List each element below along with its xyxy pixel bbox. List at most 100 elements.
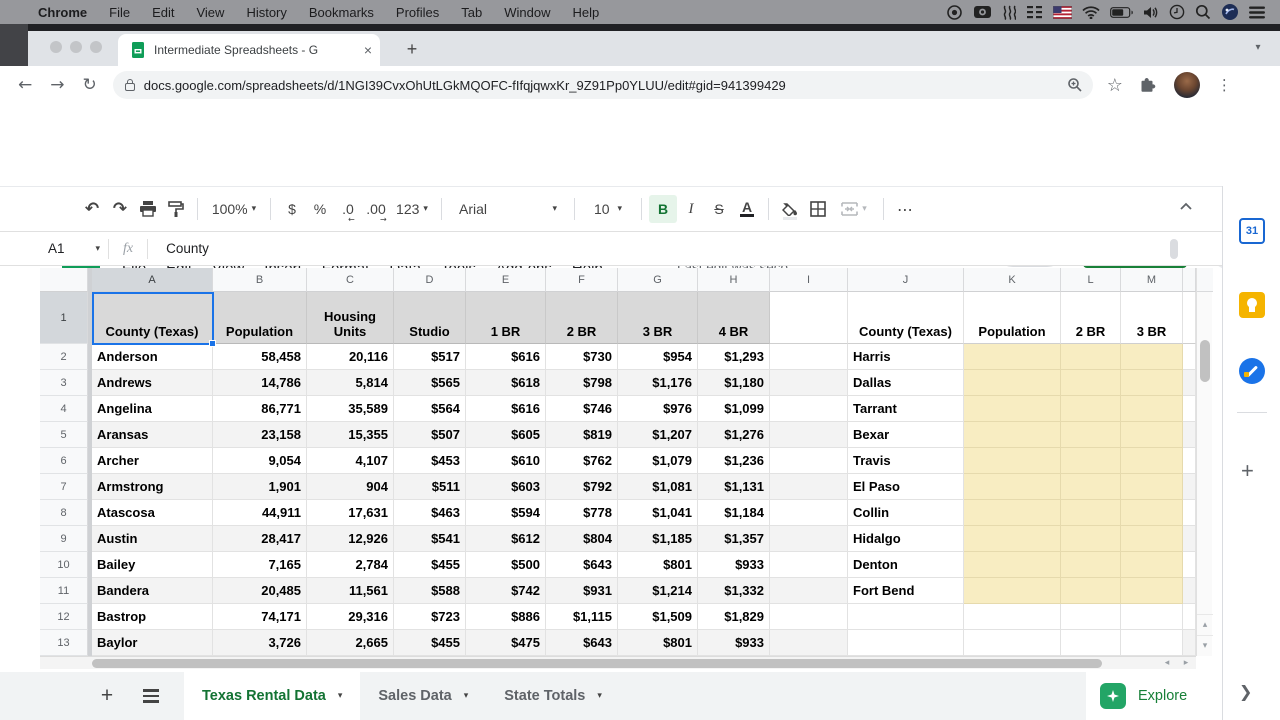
cell-sliver-1[interactable] bbox=[1183, 292, 1196, 344]
shortcuts-icon[interactable] bbox=[1002, 5, 1016, 20]
cell-K7[interactable] bbox=[964, 474, 1061, 500]
cell-I10[interactable] bbox=[770, 552, 848, 578]
row-header-10[interactable]: 10 bbox=[40, 552, 88, 578]
cell-K12[interactable] bbox=[964, 604, 1061, 630]
menubar-item-history[interactable]: History bbox=[246, 4, 287, 20]
sheet-tab-menu-icon[interactable]: ▾ bbox=[337, 691, 343, 701]
row-header-2[interactable]: 2 bbox=[40, 344, 88, 370]
cell-G6[interactable]: $1,079 bbox=[618, 448, 698, 474]
cell-B6[interactable]: 9,054 bbox=[213, 448, 307, 474]
cell-C5[interactable]: 15,355 bbox=[307, 422, 394, 448]
scroll-up-button[interactable]: ▴ bbox=[1197, 614, 1213, 635]
calendar-icon[interactable]: 31 bbox=[1239, 218, 1265, 244]
cell-A9[interactable]: Austin bbox=[92, 526, 213, 552]
zoom-select[interactable]: 100% ▾ bbox=[211, 201, 257, 217]
cell-E13[interactable]: $475 bbox=[466, 630, 546, 656]
cell-E4[interactable]: $616 bbox=[466, 396, 546, 422]
forward-button[interactable]: → bbox=[50, 75, 65, 95]
cell-I2[interactable] bbox=[770, 344, 848, 370]
cell-J7[interactable]: El Paso bbox=[848, 474, 964, 500]
sheet-tab-menu-icon[interactable]: ▾ bbox=[463, 691, 469, 701]
sheet-tab-texas-rental-data[interactable]: Texas Rental Data ▾ bbox=[184, 672, 361, 720]
address-bar[interactable]: docs.google.com/spreadsheets/d/1NGI39Cvx… bbox=[112, 71, 1093, 99]
cell-I11[interactable] bbox=[770, 578, 848, 604]
cell-sliver-2[interactable] bbox=[1183, 344, 1196, 370]
browser-profile-avatar[interactable] bbox=[1173, 72, 1200, 98]
menubar-item-profiles[interactable]: Profiles bbox=[395, 4, 440, 20]
cell-G8[interactable]: $1,041 bbox=[618, 500, 698, 526]
cell-F7[interactable]: $792 bbox=[546, 474, 618, 500]
screen-mirror-icon[interactable] bbox=[973, 5, 992, 19]
cell-J2[interactable]: Harris bbox=[848, 344, 964, 370]
cell-sliver-12[interactable] bbox=[1183, 604, 1196, 630]
column-header-C[interactable]: C bbox=[307, 268, 394, 292]
cell-L9[interactable] bbox=[1061, 526, 1121, 552]
font-select[interactable]: Arial ▾ bbox=[459, 201, 557, 217]
browser-tab[interactable]: Intermediate Spreadsheets - G × bbox=[118, 34, 380, 66]
cell-A5[interactable]: Aransas bbox=[92, 422, 213, 448]
cell-D4[interactable]: $564 bbox=[394, 396, 466, 422]
cell-M12[interactable] bbox=[1121, 604, 1183, 630]
lock-icon[interactable] bbox=[124, 78, 135, 91]
cell-J8[interactable]: Collin bbox=[848, 500, 964, 526]
cell-K9[interactable] bbox=[964, 526, 1061, 552]
strikethrough-button[interactable]: S bbox=[714, 201, 724, 217]
column-header-F[interactable]: F bbox=[546, 268, 618, 292]
cell-E7[interactable]: $603 bbox=[466, 474, 546, 500]
increase-decimal-button[interactable]: .00 → bbox=[366, 201, 387, 224]
column-header-D[interactable]: D bbox=[394, 268, 466, 292]
cell-C1[interactable]: Housing Units bbox=[307, 292, 394, 344]
cell-H13[interactable]: $933 bbox=[698, 630, 770, 656]
hide-menus-chevron-icon[interactable] bbox=[1178, 199, 1194, 215]
cell-L10[interactable] bbox=[1061, 552, 1121, 578]
cell-L11[interactable] bbox=[1061, 578, 1121, 604]
all-sheets-menu-icon[interactable] bbox=[136, 689, 166, 703]
row-header-1[interactable]: 1 bbox=[40, 292, 88, 344]
tab-search-icon[interactable]: ▾ bbox=[1255, 42, 1261, 53]
cell-L8[interactable] bbox=[1061, 500, 1121, 526]
cell-A12[interactable]: Bastrop bbox=[92, 604, 213, 630]
cell-H11[interactable]: $1,332 bbox=[698, 578, 770, 604]
record-icon[interactable] bbox=[946, 4, 963, 21]
cell-A10[interactable]: Bailey bbox=[92, 552, 213, 578]
cell-I6[interactable] bbox=[770, 448, 848, 474]
fill-color-button[interactable] bbox=[776, 195, 804, 223]
column-header-L[interactable]: L bbox=[1061, 268, 1121, 292]
format-currency-button[interactable]: $ bbox=[288, 201, 296, 217]
cell-M5[interactable] bbox=[1121, 422, 1183, 448]
explore-icon[interactable] bbox=[1100, 683, 1126, 709]
cell-B1[interactable]: Population bbox=[213, 292, 307, 344]
cell-sliver-5[interactable] bbox=[1183, 422, 1196, 448]
cell-C13[interactable]: 2,665 bbox=[307, 630, 394, 656]
cell-B7[interactable]: 1,901 bbox=[213, 474, 307, 500]
cell-H7[interactable]: $1,131 bbox=[698, 474, 770, 500]
cell-L13[interactable] bbox=[1061, 630, 1121, 656]
cell-K13[interactable] bbox=[964, 630, 1061, 656]
cell-I4[interactable] bbox=[770, 396, 848, 422]
cell-H2[interactable]: $1,293 bbox=[698, 344, 770, 370]
cell-C2[interactable]: 20,116 bbox=[307, 344, 394, 370]
cell-E6[interactable]: $610 bbox=[466, 448, 546, 474]
merge-cells-button[interactable]: ▾ bbox=[832, 195, 876, 223]
menubar-item-file[interactable]: File bbox=[109, 4, 131, 20]
cell-L3[interactable] bbox=[1061, 370, 1121, 396]
menubar-item-bookmarks[interactable]: Bookmarks bbox=[308, 4, 374, 20]
format-percent-button[interactable]: % bbox=[313, 201, 327, 217]
cell-M3[interactable] bbox=[1121, 370, 1183, 396]
cell-F9[interactable]: $804 bbox=[546, 526, 618, 552]
cell-E9[interactable]: $612 bbox=[466, 526, 546, 552]
row-header-13[interactable]: 13 bbox=[40, 630, 88, 656]
cell-K4[interactable] bbox=[964, 396, 1061, 422]
cell-sliver-3[interactable] bbox=[1183, 370, 1196, 396]
row-header-11[interactable]: 11 bbox=[40, 578, 88, 604]
add-sheet-button[interactable]: + bbox=[100, 684, 114, 707]
cell-H8[interactable]: $1,184 bbox=[698, 500, 770, 526]
cell-E2[interactable]: $616 bbox=[466, 344, 546, 370]
cell-F5[interactable]: $819 bbox=[546, 422, 618, 448]
cell-sliver-7[interactable] bbox=[1183, 474, 1196, 500]
sheet-tab-menu-icon[interactable]: ▾ bbox=[597, 691, 602, 701]
battery-icon[interactable] bbox=[1110, 6, 1133, 18]
cell-E3[interactable]: $618 bbox=[466, 370, 546, 396]
cell-M2[interactable] bbox=[1121, 344, 1183, 370]
cell-A11[interactable]: Bandera bbox=[92, 578, 213, 604]
